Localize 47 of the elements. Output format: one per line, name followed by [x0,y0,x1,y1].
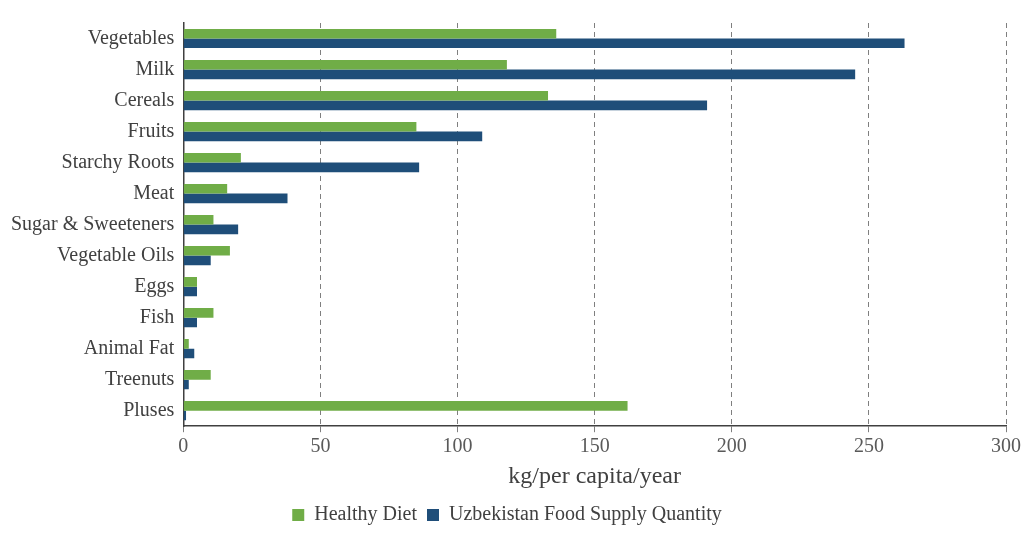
y-tick-label: Eggs [134,273,175,297]
bar [183,59,507,70]
bar [183,214,214,225]
y-tick-label: Vegetable Oils [57,242,175,266]
bar [183,286,197,297]
bar [183,255,211,266]
y-tick-label: Fish [139,304,175,327]
bar [183,121,417,132]
bar [183,317,197,328]
x-axis-title: kg/per capita/year [508,461,681,488]
x-tick-label: 100 [442,434,473,457]
bar [183,246,230,256]
bar [183,183,228,194]
x-tick-label: 0 [178,434,189,457]
y-tick-label: Animal Fat [83,335,175,358]
bar [183,131,483,142]
x-tick-label: 150 [579,434,610,457]
bar [183,308,214,318]
x-tick-label: 200 [716,434,747,457]
y-tick-label: Sugar & Sweeteners [10,211,175,235]
y-tick-label: Milk [135,56,175,79]
bar [183,277,197,287]
x-tick-label: 300 [991,434,1021,457]
bar [183,162,420,173]
x-tick-label: 250 [853,434,884,457]
y-tick-label: Treenuts [105,366,175,389]
y-tick-label: Fruits [127,118,175,141]
bar [183,90,549,101]
bar [183,370,211,380]
y-tick-label: Cereals [114,87,175,110]
x-tick-label: 50 [310,434,331,457]
bar [183,193,288,204]
y-tick-label: Starchy Roots [61,149,175,173]
bar [183,224,239,235]
y-tick-label: Vegetables [87,25,175,49]
bar [183,152,241,163]
bar [183,401,628,411]
legend-label: Healthy Diet [314,502,418,526]
bar [183,339,189,349]
y-tick-label: Meat [133,180,175,203]
bar [183,69,856,80]
bar [183,28,557,39]
bar [183,100,708,111]
y-tick-label: Pluses [123,397,175,420]
bar [183,379,189,390]
bar [183,38,905,49]
legend-label: Uzbekistan Food Supply Quantity [448,502,722,526]
